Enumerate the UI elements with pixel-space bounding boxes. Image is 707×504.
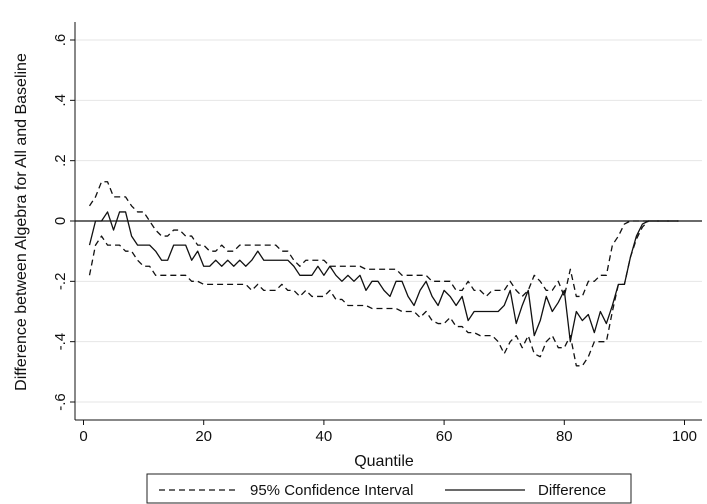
x-tick-label-0: 0 <box>79 428 87 445</box>
legend-box <box>146 473 632 504</box>
legend: 95% Confidence Interval Difference <box>146 473 632 504</box>
x-tick-label-4: 80 <box>556 428 573 445</box>
y-tick-label-1: -.4 <box>52 333 69 351</box>
x-tick-label-2: 40 <box>316 428 333 445</box>
y-axis-ticks: -.6 -.4 -.2 0 .2 .4 .6 <box>52 34 75 411</box>
x-tick-label-1: 20 <box>195 428 212 445</box>
y-tick-label-5: .4 <box>52 94 69 107</box>
y-tick-label-0: -.6 <box>52 393 69 411</box>
series-line-difference <box>88 211 679 343</box>
series-lines <box>88 181 679 367</box>
series-line-ci-upper <box>88 181 679 298</box>
series-line-ci-lower <box>88 220 679 367</box>
y-tick-label-4: .2 <box>52 154 69 167</box>
legend-label-ci: 95% Confidence Interval <box>250 482 413 499</box>
x-tick-label-3: 60 <box>436 428 453 445</box>
legend-label-difference: Difference <box>538 482 606 499</box>
y-axis-title: Difference between Algebra for All and B… <box>13 53 30 391</box>
y-tick-label-3: 0 <box>52 217 69 225</box>
x-axis-ticks: 0 20 40 60 80 100 <box>79 420 697 445</box>
y-tick-label-2: -.2 <box>52 273 69 291</box>
x-axis-title: Quantile <box>354 453 414 470</box>
y-tick-label-6: .6 <box>52 34 69 47</box>
x-tick-label-5: 100 <box>672 428 697 445</box>
